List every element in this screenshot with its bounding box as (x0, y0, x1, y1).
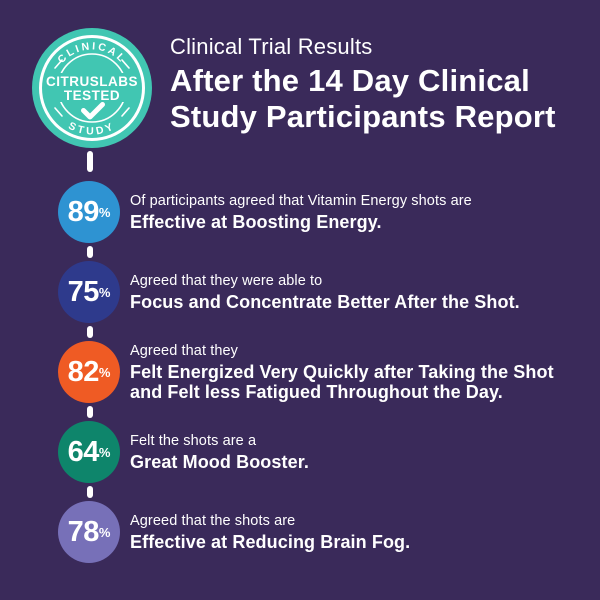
check-icon (81, 102, 105, 120)
percent-symbol: % (98, 284, 111, 300)
stat-claim: Effective at Boosting Energy. (130, 211, 382, 232)
stat-item: 64% Felt the shots are a Great Mood Boos… (58, 421, 593, 483)
stat-label: Of participants agreed that Vitamin Ener… (130, 192, 472, 209)
badge-tick-upper-left (54, 59, 63, 69)
connector-dash (87, 326, 93, 338)
page-title: After the 14 Day Clinical Study Participa… (170, 63, 595, 135)
svg-text:STUDY: STUDY (67, 120, 118, 138)
badge-tick-upper-right (121, 59, 130, 69)
badge-center-line2: TESTED (64, 88, 120, 103)
stat-label: Agreed that the shots are (130, 512, 296, 529)
title-line-2: Study Participants Report (170, 99, 556, 134)
stat-claim: Focus and Concentrate Better After the S… (130, 291, 520, 312)
stat-label: Agreed that they were able to (130, 272, 323, 289)
stat-label: Felt the shots are a (130, 432, 257, 449)
badge-tick-lower-right (121, 107, 130, 117)
percent-symbol: % (98, 444, 111, 460)
stat-text: Agreed that they Felt Energized Very Qui… (130, 343, 554, 402)
stat-label: Agreed that they (130, 342, 239, 359)
stat-claim: Effective at Reducing Brain Fog. (130, 531, 411, 552)
connector-dash (87, 486, 93, 498)
citruslabs-tested-badge: CLINICAL STUDY CITRUSLABS TESTED (32, 28, 152, 148)
title-line-1: After the 14 Day Clinical (170, 63, 530, 98)
stat-item: 89% Of participants agreed that Vitamin … (58, 181, 593, 243)
connector-dash (87, 246, 93, 258)
percent-symbol: % (98, 364, 111, 380)
badge-outer-ring (39, 35, 145, 141)
stat-percent: 75 (67, 275, 100, 308)
stat-item: 75% Agreed that they were able to Focus … (58, 261, 593, 323)
percent-symbol: % (98, 204, 111, 220)
stat-circle: 75% (58, 261, 120, 323)
stat-text: Agreed that the shots are Effective at R… (130, 513, 410, 552)
stat-percent: 82 (67, 355, 100, 388)
stat-text: Agreed that they were able to Focus and … (130, 273, 520, 312)
connector-dash (87, 151, 93, 172)
stat-claim: Felt Energized Very Quickly after Taking… (130, 361, 554, 402)
connector-dash (87, 406, 93, 418)
stat-claim: Great Mood Booster. (130, 451, 309, 472)
stat-circle: 64% (58, 421, 120, 483)
stat-percent: 78 (67, 515, 100, 548)
badge-bottom-arc-label: STUDY (67, 120, 115, 138)
stat-circle: 82% (58, 341, 120, 403)
header: Clinical Trial Results After the 14 Day … (170, 34, 595, 135)
stat-item: 78% Agreed that the shots are Effective … (58, 501, 593, 563)
badge-tick-lower-left (54, 107, 63, 117)
stat-text: Of participants agreed that Vitamin Ener… (130, 193, 472, 232)
stat-item: 82% Agreed that they Felt Energized Very… (58, 341, 593, 403)
stat-percent: 64 (67, 435, 100, 468)
stat-percent: 89 (67, 195, 100, 228)
badge-text-band (50, 73, 134, 102)
percent-symbol: % (98, 524, 111, 540)
stat-circle: 78% (58, 501, 120, 563)
stat-circle: 89% (58, 181, 120, 243)
badge-center-line1: CITRUSLABS (46, 74, 138, 89)
stat-text: Felt the shots are a Great Mood Booster. (130, 433, 309, 472)
header-eyebrow: Clinical Trial Results (170, 34, 373, 59)
